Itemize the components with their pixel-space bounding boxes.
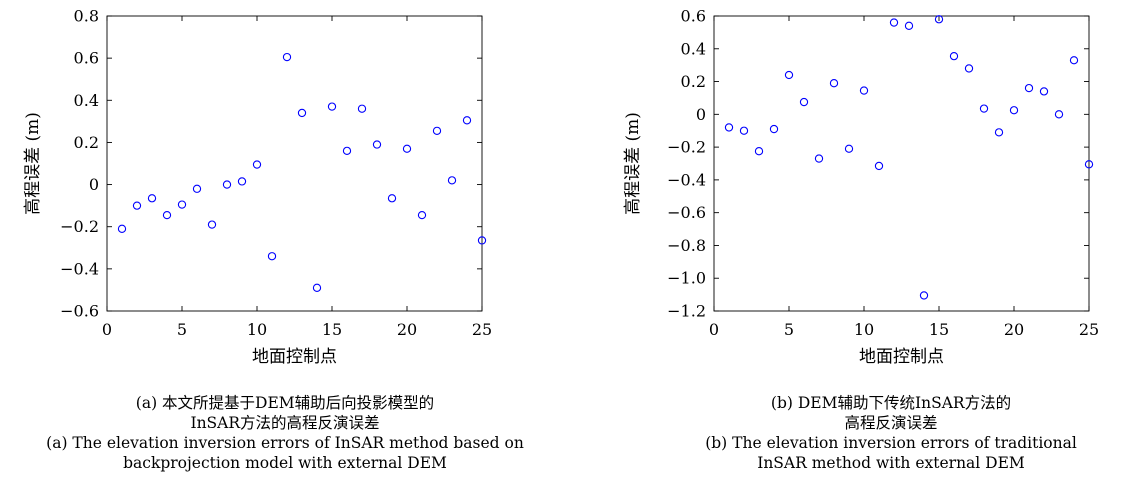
caption-b-line-1: (b) DEM辅助下传统InSAR方法的 [770,394,1012,412]
x-tick-label-b: 5 [784,320,794,339]
data-point-a [207,220,217,229]
y-tick-label-b: 0.4 [681,39,706,58]
data-point-b [1069,56,1079,65]
caption-a-line-2: InSAR方法的高程反演误差 [190,414,380,432]
x-axis-label-a: 地面控制点 [252,347,337,367]
caption-b-line-2: 高程反演误差 [844,414,938,432]
plot-frame-b [713,15,1090,312]
y-tick-label-b: −0.4 [667,170,706,189]
data-point-a [372,140,382,149]
data-point-b [964,64,974,73]
caption-b: (b) DEM辅助下传统InSAR方法的 高程反演误差 (b) The elev… [655,393,1127,473]
data-point-a [342,146,352,156]
data-point-a [237,177,247,186]
data-point-b [904,21,914,30]
x-tick-label-b: 15 [929,320,949,339]
data-point-b [829,79,839,88]
data-point-b [889,18,899,27]
data-point-a [222,180,232,189]
y-tick-label-a: 0.8 [74,7,99,26]
plot-frame-a [106,15,483,312]
x-tick-label-a: 15 [322,320,342,339]
data-point-b [1009,106,1019,115]
data-point-b [739,126,749,135]
data-point-a [357,104,367,113]
y-tick-label-a: −0.6 [60,302,99,321]
data-point-b [994,128,1004,137]
data-point-b [874,161,884,171]
x-tick-label-a: 10 [247,320,267,339]
data-point-a [282,52,292,62]
y-tick-label-a: 0 [89,175,99,194]
data-point-b [799,97,809,107]
caption-a-line-4: backprojection model with external DEM [123,454,447,472]
data-point-b [979,104,989,113]
data-point-b [1024,83,1034,93]
caption-a: (a) 本文所提基于DEM辅助后向投影模型的 InSAR方法的高程反演误差 (a… [0,393,570,473]
y-tick-label-a: 0.4 [74,91,99,110]
data-point-b [859,86,869,95]
data-point-a [402,144,412,153]
data-point-a [147,194,157,203]
x-tick-label-b: 25 [1079,320,1099,339]
x-axis-label-b: 地面控制点 [859,347,944,367]
data-point-a [327,102,337,111]
data-point-a [432,126,442,135]
y-tick-label-b: 0.2 [681,72,706,91]
y-tick-label-b: 0.6 [681,7,706,26]
x-tick-label-a: 20 [397,320,417,339]
y-tick-label-b: 0 [696,105,706,124]
x-tick-label-b: 20 [1004,320,1024,339]
data-point-b [949,52,959,61]
y-tick-label-a: 0.6 [74,49,99,68]
data-point-a [132,201,142,210]
caption-a-line-3: (a) The elevation inversion errors of In… [46,434,524,452]
data-point-a [267,252,277,261]
data-point-a [252,160,262,169]
data-point-b [724,123,734,132]
caption-b-line-3: (b) The elevation inversion errors of tr… [705,434,1077,452]
x-tick-label-a: 0 [102,320,112,339]
x-tick-label-a: 5 [177,320,187,339]
data-point-b [769,124,779,134]
y-tick-label-a: −0.4 [60,259,99,278]
y-tick-label-a: −0.2 [60,217,99,236]
data-point-a [387,194,397,203]
data-point-b [919,291,929,300]
data-point-a [297,108,307,118]
data-point-a [477,236,487,245]
data-point-a [192,184,202,193]
x-tick-label-a: 25 [472,320,492,339]
y-tick-label-b: −0.8 [667,236,706,255]
data-point-b [1084,160,1094,169]
data-point-b [784,70,794,80]
x-tick-label-b: 10 [854,320,874,339]
data-point-a [312,283,322,292]
data-point-b [844,144,854,153]
caption-b-line-4: InSAR method with external DEM [757,454,1025,472]
data-point-a [447,176,457,185]
plot-a: 0 5 10 15 20 25 −0.6 −0.4 −0.2 0 0.2 0.4 0.6 0.8 地面控制点… [23,7,492,368]
data-point-b [814,154,824,163]
y-axis-label-a: 高程误差 (m) [23,112,43,215]
y-tick-label-b: −1.0 [667,269,706,288]
data-point-b [1039,87,1049,96]
data-point-a [462,116,472,125]
data-point-b [934,15,944,24]
x-tick-label-b: 0 [709,320,719,339]
y-tick-label-a: 0.2 [74,133,99,152]
y-axis-label-b: 高程误差 (m) [623,112,643,215]
data-point-a [117,224,127,233]
data-point-b [1054,110,1064,119]
y-tick-label-b: −0.6 [667,203,706,222]
y-tick-label-b: −1.2 [667,302,706,321]
caption-a-line-1: (a) 本文所提基于DEM辅助后向投影模型的 [135,394,435,412]
data-point-b [754,147,764,156]
data-point-a [177,200,187,209]
plot-b: 0 5 10 15 20 25 −1.2 −1.0 −0.8 −0.6 −0.4 −0.2 0 0.2 0.… [623,7,1099,368]
y-tick-label-b: −0.2 [667,138,706,157]
data-point-a [162,210,172,220]
data-point-a [417,210,427,220]
